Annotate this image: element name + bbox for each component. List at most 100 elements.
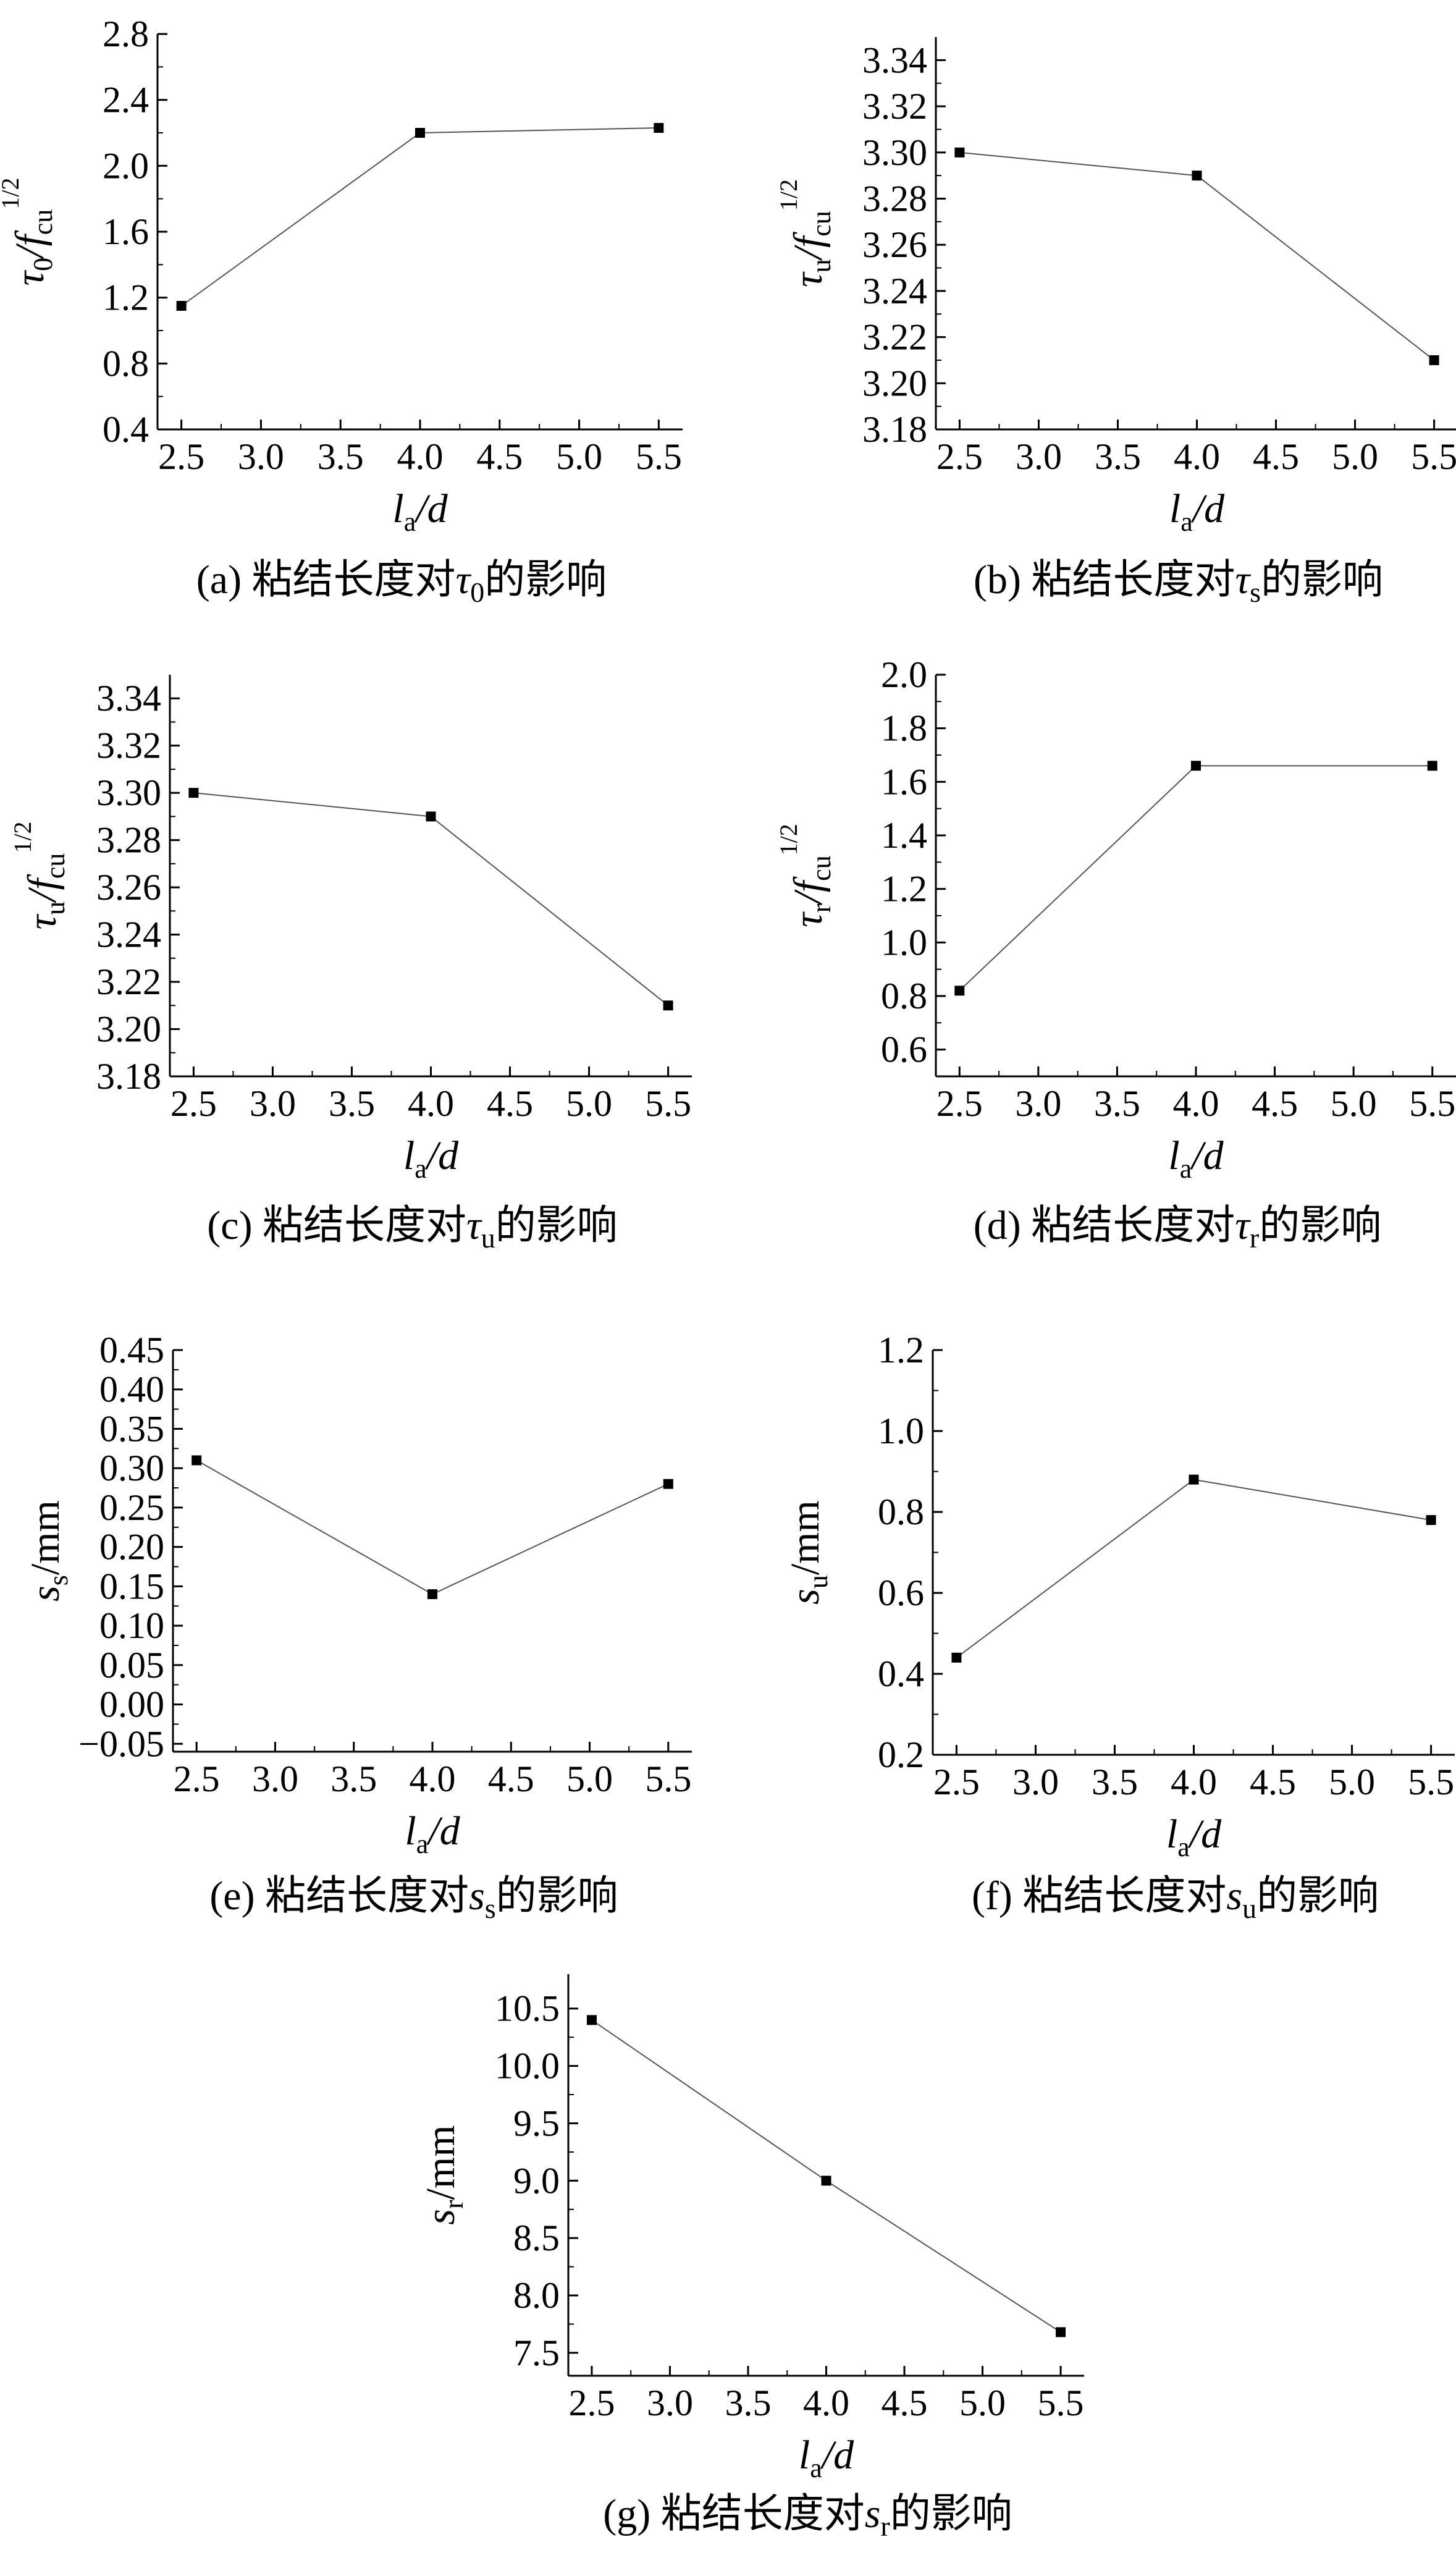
x-axis-label: la/d: [403, 1133, 459, 1184]
x-tick-label: 5.0: [566, 1083, 612, 1124]
y-axis-label: τ0/fcu1/2: [0, 178, 58, 286]
x-tick-label: 5.0: [1331, 1083, 1377, 1124]
x-tick-label: 3.0: [1016, 436, 1062, 477]
y-tick-label: 0.15: [99, 1566, 164, 1606]
y-tick-label: 1.2: [878, 1330, 924, 1370]
x-tick-label: 5.5: [1409, 1083, 1455, 1124]
x-tick-label: 4.5: [476, 436, 523, 477]
x-tick-label: 2.5: [174, 1758, 220, 1799]
y-tick-label: 1.4: [881, 815, 927, 856]
x-tick-label: 3.0: [1015, 1083, 1061, 1124]
y-tick-label: 1.2: [103, 277, 149, 318]
x-tick-label: 4.5: [882, 2383, 928, 2423]
x-tick-label: 2.5: [936, 436, 983, 477]
x-tick-label: 3.5: [329, 1083, 375, 1124]
x-tick-label: 5.5: [645, 1758, 691, 1799]
y-tick-label: 8.5: [513, 2218, 560, 2258]
y-tick-label: 0.2: [878, 1734, 924, 1775]
y-tick-label: 3.20: [862, 363, 927, 403]
y-axis-label: ss/mm: [23, 1500, 74, 1602]
y-tick-label: 0.4: [878, 1653, 924, 1694]
chart-panel-f: 2.5 3.0 3.5 4.0 4.5 5.0 5.5 0.2 0.4 0.6 0.8 1.0 1.2 l…: [783, 1330, 1455, 1924]
y-tick-label: 0.45: [99, 1330, 164, 1370]
x-tick-label: 2.5: [936, 1083, 983, 1124]
x-tick-label: 5.5: [1038, 2383, 1084, 2423]
y-tick-label: 0.8: [878, 1492, 924, 1532]
y-tick-label: 0.40: [99, 1369, 164, 1410]
x-axis-label: la/d: [1166, 1812, 1222, 1862]
x-tick-label: 4.0: [397, 436, 444, 477]
y-tick-label: 3.30: [96, 772, 161, 813]
x-tick-label: 5.5: [636, 436, 682, 477]
chart-panel-g: 2.5 3.0 3.5 4.0 4.5 5.0 5.5 7.5 8.0 8.5 9.0 9.5 10.0…: [418, 1974, 1084, 2542]
data-point: [663, 1479, 673, 1489]
data-point: [176, 301, 187, 311]
y-tick-label: 0.20: [99, 1527, 164, 1568]
y-tick-label: 3.24: [862, 271, 927, 311]
x-tick-label: 5.0: [1329, 1762, 1375, 1802]
series-line: [193, 792, 669, 1007]
data-point: [663, 1000, 673, 1011]
y-tick-label: 3.34: [96, 678, 161, 719]
data-point: [954, 147, 965, 158]
y-axis-label: τr/fcu1/2: [775, 824, 836, 927]
x-tick-label: 3.5: [725, 2383, 771, 2423]
x-tick-label: 4.0: [410, 1758, 456, 1799]
x-tick-label: 2.5: [568, 2383, 615, 2423]
y-tick-label: 3.32: [96, 725, 161, 766]
chart-panel-c: 2.5 3.0 3.5 4.0 4.5 5.0 5.5 3.18 3.20 3.22 3.24 3.2…: [9, 675, 692, 1254]
y-tick-label: 3.28: [96, 820, 161, 861]
data-point: [954, 986, 965, 996]
x-tick-label: 3.0: [252, 1758, 298, 1799]
y-tick-label: 10.0: [495, 2046, 560, 2087]
y-tick-label: 1.6: [881, 761, 927, 802]
x-tick-label: 4.0: [803, 2383, 849, 2423]
x-tick-label: 4.0: [1171, 1762, 1217, 1802]
y-tick-label: 0.25: [99, 1487, 164, 1528]
x-tick-label: 3.5: [330, 1758, 377, 1799]
data-point: [1426, 1515, 1436, 1526]
y-tick-label: 9.5: [513, 2103, 560, 2143]
data-point: [1429, 355, 1439, 365]
x-tick-label: 3.5: [318, 436, 364, 477]
y-tick-label: 2.0: [881, 654, 927, 695]
series-line: [959, 151, 1435, 361]
panel-caption: (a) 粘结长度对τ0的影响: [196, 557, 607, 608]
data-point: [427, 1589, 437, 1600]
x-axis-label: la/d: [405, 1809, 460, 1859]
y-tick-label: 3.22: [862, 317, 927, 358]
x-tick-label: 3.0: [1012, 1762, 1059, 1802]
y-tick-label: −0.05: [78, 1723, 164, 1764]
x-tick-label: 3.5: [1095, 436, 1141, 477]
y-tick-label: 3.20: [96, 1009, 161, 1050]
y-tick-label: 0.8: [881, 976, 927, 1016]
data-point: [188, 788, 199, 798]
y-tick-label: 1.2: [881, 869, 927, 910]
y-tick-label: 0.05: [99, 1645, 164, 1686]
chart-panel-e: 2.5 3.0 3.5 4.0 4.5 5.0 5.5−0.050.000.050.100.…: [23, 1330, 692, 1924]
panels: 2.5 3.0 3.5 4.0 4.5 5.0 5.5 0.4 0.8 1.2 1.6 2.0 2.4 2…: [0, 14, 1456, 2542]
y-tick-label: 0.30: [99, 1448, 164, 1488]
y-tick-label: 0.10: [99, 1605, 164, 1646]
x-tick-label: 2.5: [170, 1083, 217, 1124]
x-tick-label: 5.0: [556, 436, 602, 477]
data-point: [415, 128, 425, 138]
y-tick-label: 2.4: [103, 80, 149, 120]
y-tick-label: 3.26: [96, 867, 161, 908]
x-tick-label: 3.0: [250, 1083, 296, 1124]
x-tick-label: 4.5: [487, 1083, 533, 1124]
y-tick-label: 0.6: [878, 1573, 924, 1613]
data-point: [426, 811, 436, 822]
y-tick-label: 1.8: [881, 708, 927, 749]
data-point: [1192, 171, 1202, 181]
panel-caption: (e) 粘结长度对ss的影响: [209, 1873, 618, 1924]
x-tick-label: 5.5: [1411, 436, 1456, 477]
data-point: [821, 2176, 831, 2186]
y-tick-label: 1.6: [103, 211, 149, 252]
y-tick-label: 3.18: [862, 409, 927, 450]
data-point: [951, 1652, 962, 1663]
y-tick-label: 0.35: [99, 1408, 164, 1449]
y-tick-label: 1.0: [881, 922, 927, 963]
y-tick-label: 3.18: [96, 1056, 161, 1097]
